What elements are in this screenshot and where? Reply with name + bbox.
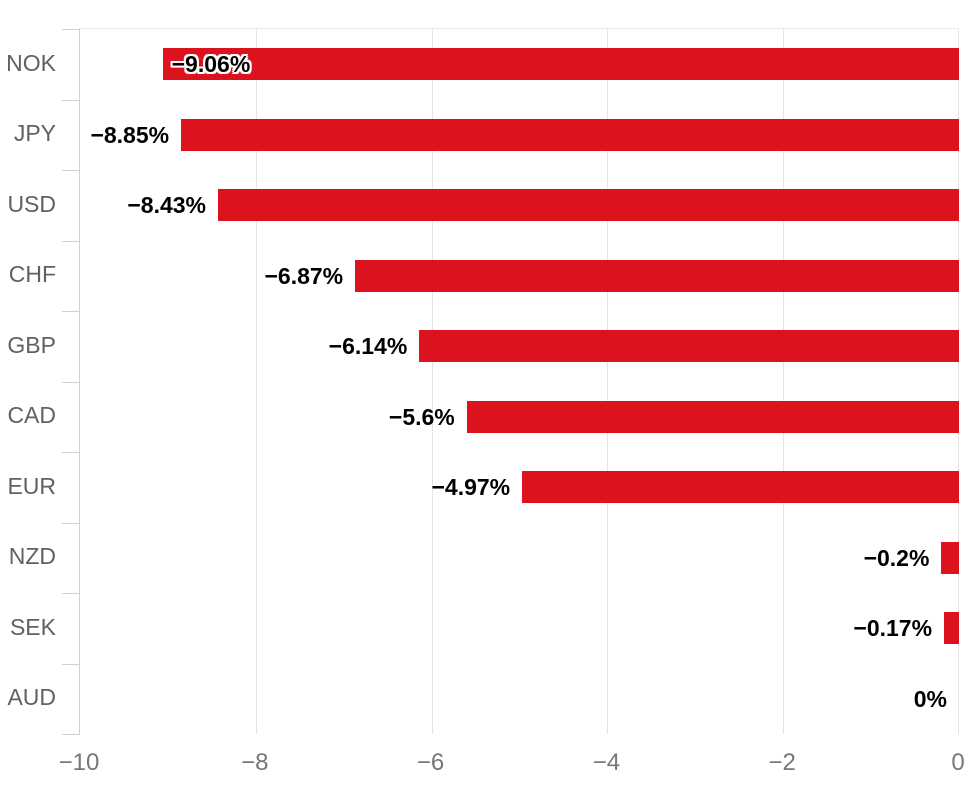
bar-eur (522, 471, 959, 504)
y-axis-tick (62, 240, 80, 242)
category-label-chf: CHF (8, 261, 56, 288)
y-axis-tick (62, 381, 80, 383)
x-gridline (783, 29, 785, 734)
bar-nzd (941, 541, 959, 574)
bar-cad (466, 400, 959, 433)
x-gridline (431, 29, 433, 734)
y-axis-tick (62, 452, 80, 453)
bar-label-gbp: −6.14% (328, 333, 408, 360)
category-label-jpy: JPY (13, 120, 56, 147)
x-tick-label-minus-6: −6 (416, 749, 445, 776)
y-axis-tick (62, 99, 80, 101)
bar-label-eur: −4.97% (431, 474, 511, 501)
bar-chf (355, 259, 959, 292)
bar-label-chf: −6.87% (264, 262, 344, 289)
bar-label-usd: −8.43% (127, 192, 207, 219)
bar-sek (944, 612, 959, 645)
bar-label-cad: −5.6% (388, 403, 455, 430)
category-label-cad: CAD (7, 402, 56, 429)
y-axis-tick (62, 29, 80, 30)
x-gridline (607, 29, 609, 734)
category-label-usd: USD (7, 190, 56, 217)
x-tick-label-minus-10: −10 (58, 749, 100, 776)
bar-gbp (419, 330, 959, 363)
y-axis-tick (62, 734, 80, 735)
bar-jpy (181, 118, 959, 151)
x-tick-label-minus-2: −2 (768, 749, 796, 776)
bar-label-jpy: −8.85% (90, 121, 170, 148)
x-gridline (958, 29, 959, 734)
category-label-sek: SEK (9, 613, 56, 640)
bar-label-nzd: −0.2% (863, 544, 930, 571)
bar-usd (218, 189, 959, 222)
y-axis-tick (62, 170, 80, 171)
x-tick-label-minus-4: −4 (592, 749, 621, 776)
y-axis-tick (62, 522, 80, 524)
y-axis-tick (62, 311, 80, 312)
category-label-nzd: NZD (8, 543, 56, 570)
y-axis-tick (62, 593, 80, 594)
bar-nok (162, 48, 959, 81)
bar-label-nok: −9.06% (171, 51, 251, 78)
category-label-nok: NOK (6, 49, 56, 76)
x-gridline (255, 29, 257, 734)
category-label-aud: AUD (7, 684, 56, 711)
x-tick-label-0: 0 (951, 749, 965, 776)
category-label-gbp: GBP (7, 331, 56, 358)
x-tick-label-minus-8: −8 (241, 749, 269, 776)
category-label-eur: EUR (7, 472, 56, 499)
plot-area: −9.06% −8.85% −8.43% −6.87% −6.14% −5.6% −4.97… (62, 28, 959, 735)
bar-label-aud: 0% (913, 685, 947, 712)
y-axis-tick (62, 663, 80, 665)
bar-label-sek: −0.17% (853, 615, 933, 642)
